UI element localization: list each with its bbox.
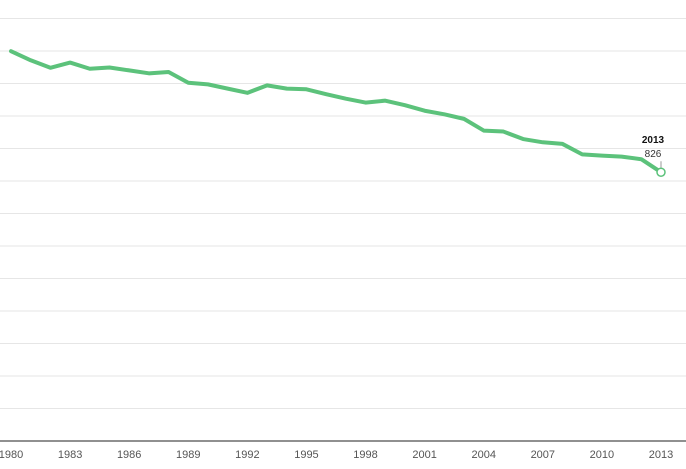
x-tick-label: 1998: [353, 449, 377, 461]
x-tick-label: 1980: [0, 449, 23, 461]
x-tick-label: 2013: [649, 449, 673, 461]
x-tick-label: 1983: [58, 449, 82, 461]
last-point-callout: 2013 826: [642, 135, 666, 177]
x-tick-label: 2010: [590, 449, 614, 461]
series-line: [9, 49, 663, 175]
x-tick-label: 1986: [117, 449, 141, 461]
x-tick-label: 1989: [176, 449, 200, 461]
callout-value-label: 826: [645, 149, 662, 160]
x-tick-label: 2001: [412, 449, 436, 461]
series-group: [9, 49, 663, 175]
callout-year-label: 2013: [642, 135, 665, 146]
x-axis-ticks: 1980 1983 1986 1989 1992 1995 1998 2001 2004 2007…: [0, 449, 673, 461]
gridlines: [0, 18, 686, 409]
x-tick-label: 1995: [294, 449, 318, 461]
x-tick-label: 2007: [531, 449, 555, 461]
x-tick-label: 1992: [235, 449, 259, 461]
callout-point-marker: [656, 167, 666, 177]
x-tick-label: 2004: [471, 449, 495, 461]
